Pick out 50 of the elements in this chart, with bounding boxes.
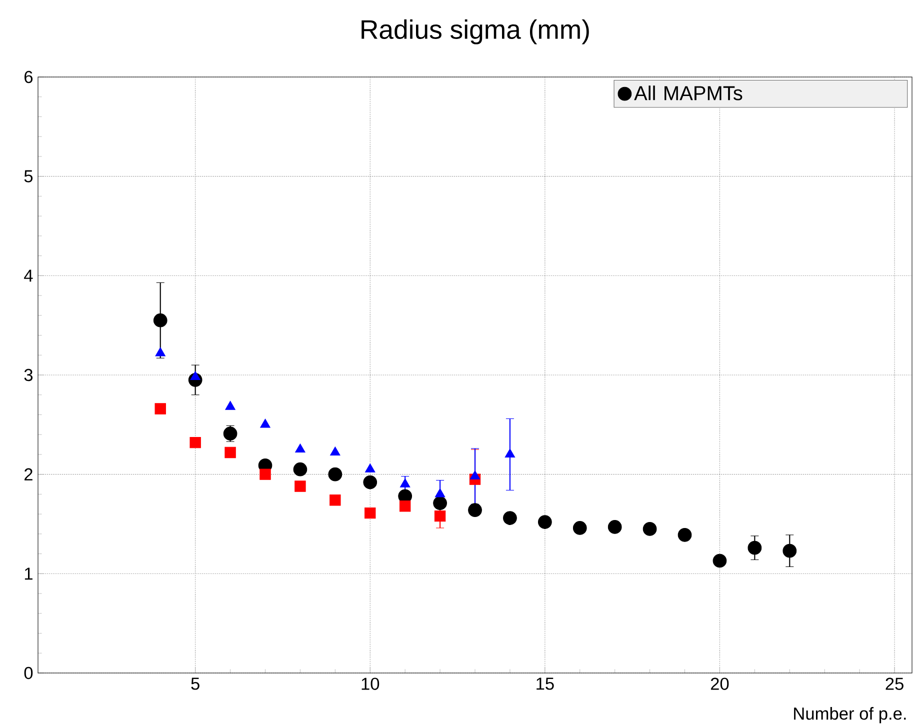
chart-title: Radius sigma (mm): [362, 20, 589, 44]
point: [504, 448, 516, 458]
point: [330, 446, 340, 456]
point: [224, 447, 236, 458]
y-tick-label: 6: [24, 71, 33, 84]
point: [434, 510, 446, 522]
point: [260, 418, 270, 428]
point: [293, 462, 308, 476]
point: [503, 511, 517, 526]
point: [400, 478, 410, 488]
point: [330, 494, 341, 506]
point: [608, 520, 622, 534]
point: [225, 401, 236, 410]
point: [434, 488, 446, 498]
point: [433, 496, 447, 510]
x-tick-label: 20: [710, 678, 729, 690]
point: [712, 554, 727, 568]
point: [294, 480, 306, 492]
point: [260, 468, 271, 480]
point: [642, 522, 657, 536]
point: [328, 468, 342, 482]
point: [399, 500, 411, 512]
point: [782, 544, 797, 558]
y-tick-label: 4: [24, 270, 33, 282]
point: [748, 541, 762, 555]
y-tick-label: 3: [24, 369, 33, 382]
y-tick-label: 1: [24, 568, 32, 580]
point: [365, 464, 376, 473]
point: [678, 528, 692, 542]
point: [468, 503, 482, 518]
point: [363, 476, 378, 490]
point: [470, 470, 480, 480]
x-tick-label: 5: [191, 678, 200, 690]
x-axis-title: Number of p.e.: [794, 707, 906, 724]
point: [190, 437, 201, 448]
point: [364, 508, 376, 519]
point: [538, 515, 552, 530]
y-tick-label: 2: [24, 468, 32, 481]
point: [154, 403, 166, 415]
x-tick-label: 15: [536, 678, 554, 690]
y-tick-label: 5: [24, 170, 33, 183]
y-tick-label: 0: [24, 667, 33, 680]
point: [572, 521, 587, 536]
point: [153, 314, 168, 328]
legend-label: All MAPMTs: [634, 86, 742, 100]
x-tick-label: 10: [362, 678, 380, 690]
point: [295, 444, 306, 453]
x-tick-label: 25: [886, 678, 904, 690]
point: [223, 426, 238, 441]
point: [155, 347, 166, 356]
